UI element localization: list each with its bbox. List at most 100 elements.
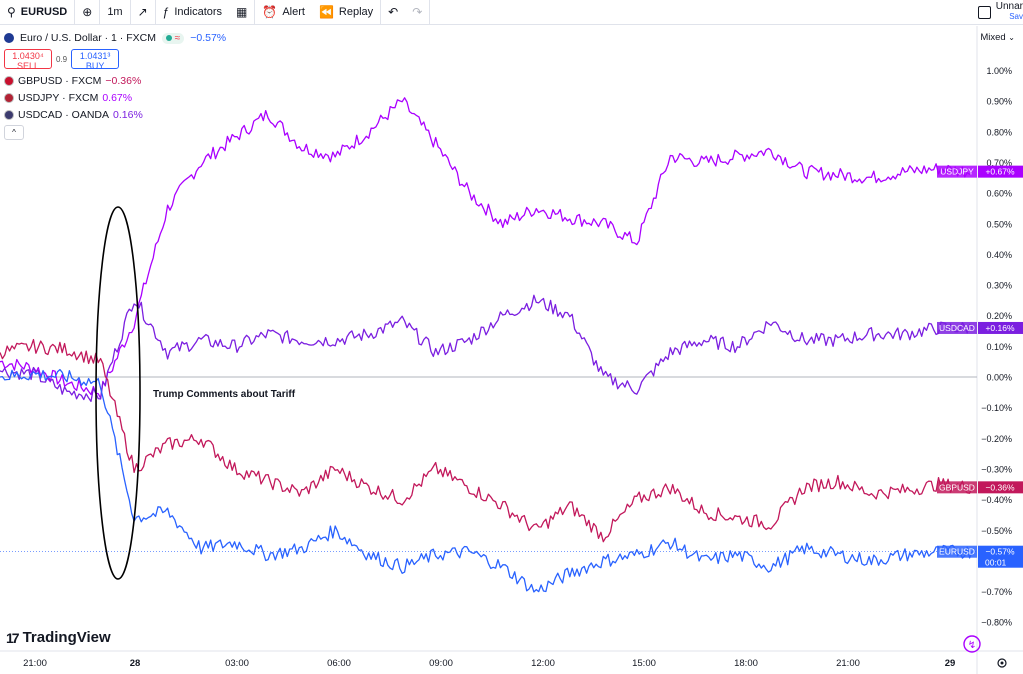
x-tick-label: 21:00 [836, 658, 860, 669]
y-tick-label: 0.70% [986, 158, 1012, 168]
buy-label: BUY [85, 61, 105, 71]
alarm-clock-icon: ⏰ [262, 5, 278, 19]
grid-icon: ▦ [236, 5, 248, 19]
replay-label: Replay [338, 6, 374, 18]
y-tick-label: 0.80% [986, 127, 1012, 137]
y-tick-label: −0.50% [981, 526, 1012, 536]
y-tick-label: 0.40% [986, 250, 1012, 260]
eu-flag-icon [4, 33, 14, 43]
chevron-down-icon: ⌄ [1008, 33, 1015, 42]
price-tag-usdjpy[interactable]: USDJPY +0.67% [937, 165, 1023, 178]
x-tick-label: 15:00 [632, 658, 656, 669]
price-tag-value: −0.36% [985, 482, 1015, 492]
line-chart-icon: ↗ [137, 5, 148, 19]
layout-button[interactable]: Unnar Sav [971, 0, 1023, 24]
x-tick-label: 28 [130, 658, 141, 669]
price-tag-usdcad[interactable]: USDCAD +0.16% [937, 321, 1023, 334]
y-tick-label: 0.90% [986, 97, 1012, 107]
legend-item-usdcad[interactable]: USDCAD · OANDA 0.16% [4, 106, 226, 123]
y-tick-label: 0.30% [986, 281, 1012, 291]
sell-button[interactable]: 1.0430⁴ SELL [4, 49, 52, 71]
tradingview-logo: 17 TradingView [6, 629, 111, 646]
indicators-button[interactable]: ƒ Indicators [156, 0, 229, 24]
y-tick-label: 0.10% [986, 342, 1012, 352]
price-tag-symbol: USDCAD [939, 323, 975, 333]
lightning-icon: ↯ [968, 640, 976, 651]
x-tick-label: 29 [945, 658, 956, 669]
layout-name: Unnar [995, 1, 1023, 12]
series-line-usdcad[interactable] [0, 294, 973, 403]
price-tag-eurusd[interactable]: EURUSD −0.57%00:01 [937, 545, 1023, 568]
settings-icon[interactable] [995, 656, 1009, 670]
price-tag-gbpusd[interactable]: GBPUSD −0.36% [937, 481, 1023, 494]
price-tag-value: +0.67% [985, 167, 1015, 177]
templates-button[interactable]: ▦ [229, 0, 256, 24]
buy-button[interactable]: 1.0431³ BUY [71, 49, 120, 71]
interval-label: 1m [107, 6, 123, 18]
legend: Euro / U.S. Dollar · 1 · FXCM ≈ −0.57% 1… [4, 30, 226, 140]
y-tick-label: −0.40% [981, 495, 1012, 505]
undo-icon: ↶ [388, 5, 399, 19]
scale-mode-button[interactable]: Mixed ⌄ [980, 32, 1015, 43]
legend-item-label: USDCAD · OANDA [18, 108, 110, 121]
legend-item-label: GBPUSD · FXCM [18, 74, 102, 87]
indicators-label: Indicators [174, 6, 223, 18]
annotation-ellipse[interactable] [95, 206, 141, 580]
replay-button[interactable]: ⏪ Replay [312, 0, 382, 24]
x-tick-label: 12:00 [531, 658, 555, 669]
us-flag-icon [4, 109, 14, 120]
annotation-text[interactable]: Trump Comments about Tariff [153, 389, 296, 400]
main-series-change: −0.57% [190, 32, 227, 44]
indicators-icon: ƒ [162, 5, 170, 19]
spread-value: 0.9 [56, 54, 68, 64]
series-line-gbpusd[interactable] [0, 338, 973, 543]
compare-button[interactable]: ⊕ [75, 0, 101, 24]
buy-price: 1.0431³ [79, 51, 111, 61]
alert-button[interactable]: ⏰ Alert [255, 0, 312, 24]
series-line-usdjpy[interactable] [0, 97, 973, 399]
layout-checkbox-icon [977, 5, 991, 19]
price-tag-symbol: GBPUSD [939, 482, 975, 492]
alert-label: Alert [282, 6, 305, 18]
scale-mode-label: Mixed [980, 32, 1006, 43]
x-tick-label: 18:00 [734, 658, 758, 669]
trade-buttons: 1.0430⁴ SELL 0.9 1.0431³ BUY [4, 49, 226, 71]
collapse-legend-button[interactable]: ^ [4, 125, 24, 140]
legend-item-value: 0.16% [113, 108, 143, 121]
uk-flag-icon [4, 75, 14, 86]
tradingview-logo-icon: 17 [6, 629, 20, 646]
x-tick-label: 03:00 [225, 658, 249, 669]
rewind-icon: ⏪ [318, 5, 334, 19]
undo-button[interactable]: ↶ [381, 0, 405, 24]
legend-item-value: 0.67% [102, 91, 133, 104]
fx-badge[interactable]: ↯ [962, 634, 982, 654]
price-tag-value: −0.57% [985, 547, 1015, 557]
market-open-icon [165, 34, 172, 41]
y-tick-label: 0.00% [986, 373, 1012, 383]
y-tick-label: −0.30% [981, 464, 1012, 474]
y-tick-label: 0.50% [986, 219, 1012, 229]
x-tick-label: 21:00 [23, 658, 47, 669]
legend-item-gbpusd[interactable]: GBPUSD · FXCM −0.36% [4, 72, 226, 89]
brand-name: TradingView [22, 629, 111, 646]
price-tag-symbol: EURUSD [939, 547, 975, 557]
y-tick-label: −0.20% [981, 434, 1012, 444]
chart-type-button[interactable]: ↗ [131, 0, 156, 24]
y-tick-label: −0.80% [981, 618, 1012, 628]
series-line-eurusd[interactable] [0, 368, 973, 593]
legend-item-value: −0.36% [105, 74, 142, 87]
interval-button[interactable]: 1m [100, 0, 131, 24]
main-series-legend[interactable]: Euro / U.S. Dollar · 1 · FXCM ≈ −0.57% [4, 30, 226, 46]
y-tick-label: 0.60% [986, 189, 1012, 199]
symbol-search[interactable]: ⚲ EURUSD [0, 0, 76, 24]
symbol-label: EURUSD [20, 6, 68, 18]
redo-button[interactable]: ↷ [405, 0, 431, 24]
y-tick-label: 1.00% [986, 66, 1012, 76]
plus-circle-icon: ⊕ [82, 5, 93, 19]
search-icon: ⚲ [7, 5, 16, 19]
y-tick-label: −0.70% [981, 587, 1012, 597]
top-toolbar: ⚲ EURUSD ⊕ 1m ↗ ƒ Indicators ▦ ⏰ Alert ⏪… [0, 0, 1023, 25]
legend-item-usdjpy[interactable]: USDJPY · FXCM 0.67% [4, 89, 226, 106]
main-series-title: Euro / U.S. Dollar · 1 · FXCM [20, 32, 156, 44]
